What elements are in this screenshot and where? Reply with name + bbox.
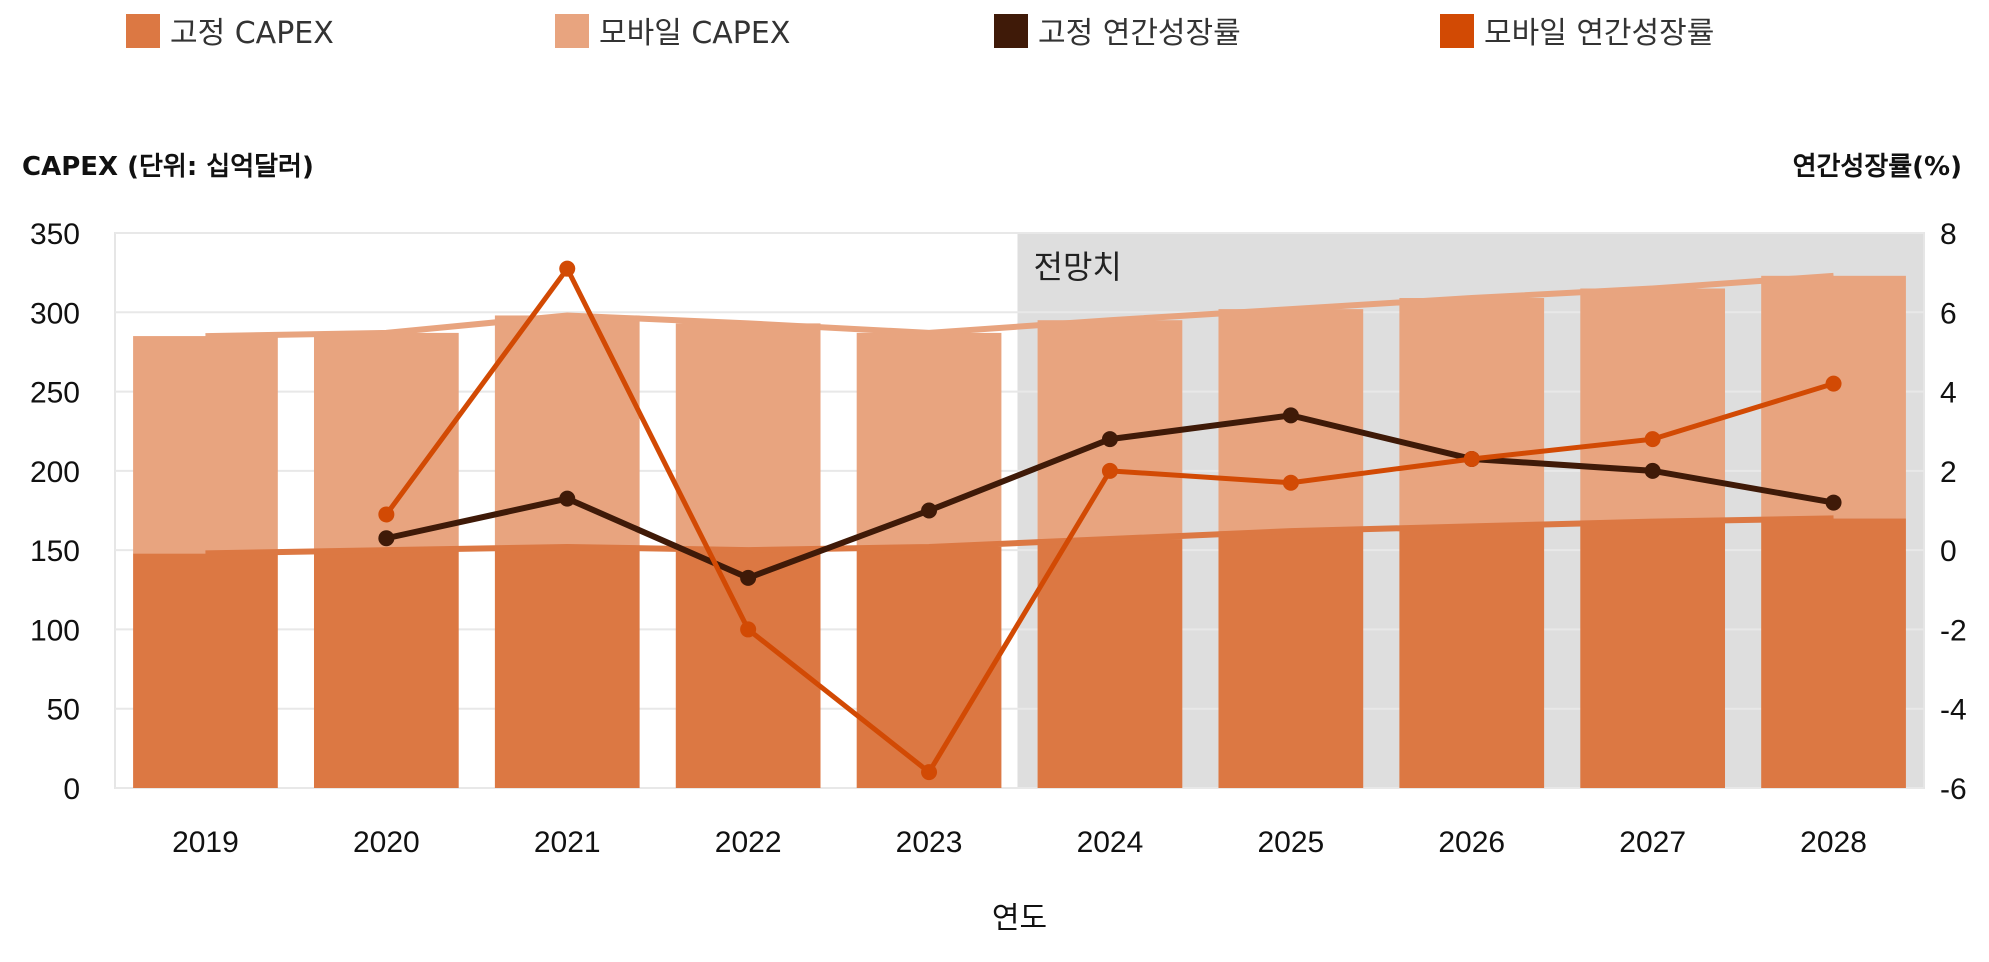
fixed-growth-point (1282, 407, 1299, 424)
x-tick-label: 2025 (1257, 826, 1324, 859)
y2-tick-label: -2 (1940, 614, 1967, 647)
bar-fixed-capex (1761, 518, 1906, 788)
legend-label: 모바일 연간성장률 (1484, 16, 1714, 51)
legend-swatch (126, 14, 160, 48)
x-tick-label: 2024 (1077, 826, 1144, 859)
y-tick-label: 50 (47, 694, 80, 727)
y2-tick-label: 8 (1940, 218, 1957, 251)
bar-fixed-capex (1037, 539, 1183, 788)
mobile-growth-point (740, 621, 757, 638)
fixed-growth-point (559, 490, 576, 507)
fixed-growth-point (921, 502, 938, 519)
x-tick-label: 2027 (1619, 826, 1686, 859)
y2-axis-title: 연간성장률(%) (1793, 152, 1962, 182)
legend-swatch (555, 14, 589, 48)
legend-swatch (994, 14, 1028, 48)
legend-label: 고정 CAPEX (170, 16, 334, 51)
x-tick-label: 2021 (534, 826, 601, 859)
x-tick-label: 2023 (896, 826, 963, 859)
bar-mobile-capex (1580, 288, 1726, 522)
legend-swatch (1440, 14, 1474, 48)
legend-item: 모바일 연간성장률 (1440, 14, 1714, 51)
legend-item: 고정 연간성장률 (994, 14, 1241, 51)
y-tick-label: 300 (30, 297, 80, 330)
bar-mobile-capex (1399, 298, 1545, 527)
fixed-growth-point (740, 569, 757, 586)
legend-item: 모바일 CAPEX (555, 14, 790, 51)
bar-mobile-capex (675, 323, 821, 551)
x-tick-label: 2022 (715, 826, 782, 859)
mobile-growth-point (1101, 462, 1118, 479)
x-axis-title: 연도 (992, 902, 1047, 935)
y2-tick-label: 2 (1940, 456, 1957, 489)
legend-label: 모바일 CAPEX (599, 16, 790, 51)
x-tick-label: 2026 (1438, 826, 1505, 859)
mobile-growth-point (378, 506, 395, 523)
legend-label: 고정 연간성장률 (1038, 16, 1241, 51)
y2-tick-label: 4 (1940, 377, 1957, 410)
y2-tick-label: 6 (1940, 297, 1957, 330)
bar-fixed-capex (313, 550, 459, 788)
mobile-growth-point (1644, 431, 1661, 448)
x-tick-label: 2019 (172, 826, 239, 859)
mobile-growth-point (559, 260, 576, 277)
mobile-capex-trend (205, 272, 1834, 340)
bar-fixed-capex (133, 553, 278, 788)
bar-mobile-capex (1037, 320, 1183, 540)
bar-fixed-capex (1399, 526, 1545, 788)
fixed-capex-trend (205, 515, 1834, 557)
y-tick-label: 350 (30, 218, 80, 251)
forecast-label: 전망치 (1034, 248, 1122, 286)
y-tick-label: 100 (30, 614, 80, 647)
bar-fixed-capex (494, 546, 640, 788)
y2-tick-label: -6 (1940, 773, 1967, 806)
y-tick-label: 0 (63, 773, 80, 806)
y-axis-title: CAPEX (단위: 십억달러) (22, 152, 314, 182)
y-tick-label: 250 (30, 377, 80, 410)
fixed-growth-point (378, 530, 395, 547)
mobile-growth-point (1282, 474, 1299, 491)
bar-fixed-capex (1218, 531, 1364, 788)
fixed-growth-point (1644, 462, 1661, 479)
mobile-growth-point (1825, 375, 1842, 392)
bar-mobile-capex (133, 336, 278, 554)
y2-tick-label: -4 (1940, 694, 1967, 727)
mobile-growth-point (921, 764, 938, 781)
bar-fixed-capex (1580, 521, 1726, 788)
y2-tick-label: 0 (1940, 535, 1957, 568)
y-tick-label: 150 (30, 535, 80, 568)
fixed-growth-point (1825, 494, 1842, 511)
x-tick-label: 2020 (353, 826, 420, 859)
y-tick-label: 200 (30, 456, 80, 489)
bar-fixed-capex (856, 546, 1002, 788)
mobile-growth-point (1463, 450, 1480, 467)
x-tick-label: 2028 (1800, 826, 1867, 859)
fixed-growth-point (1101, 431, 1118, 448)
legend-item: 고정 CAPEX (126, 14, 334, 51)
